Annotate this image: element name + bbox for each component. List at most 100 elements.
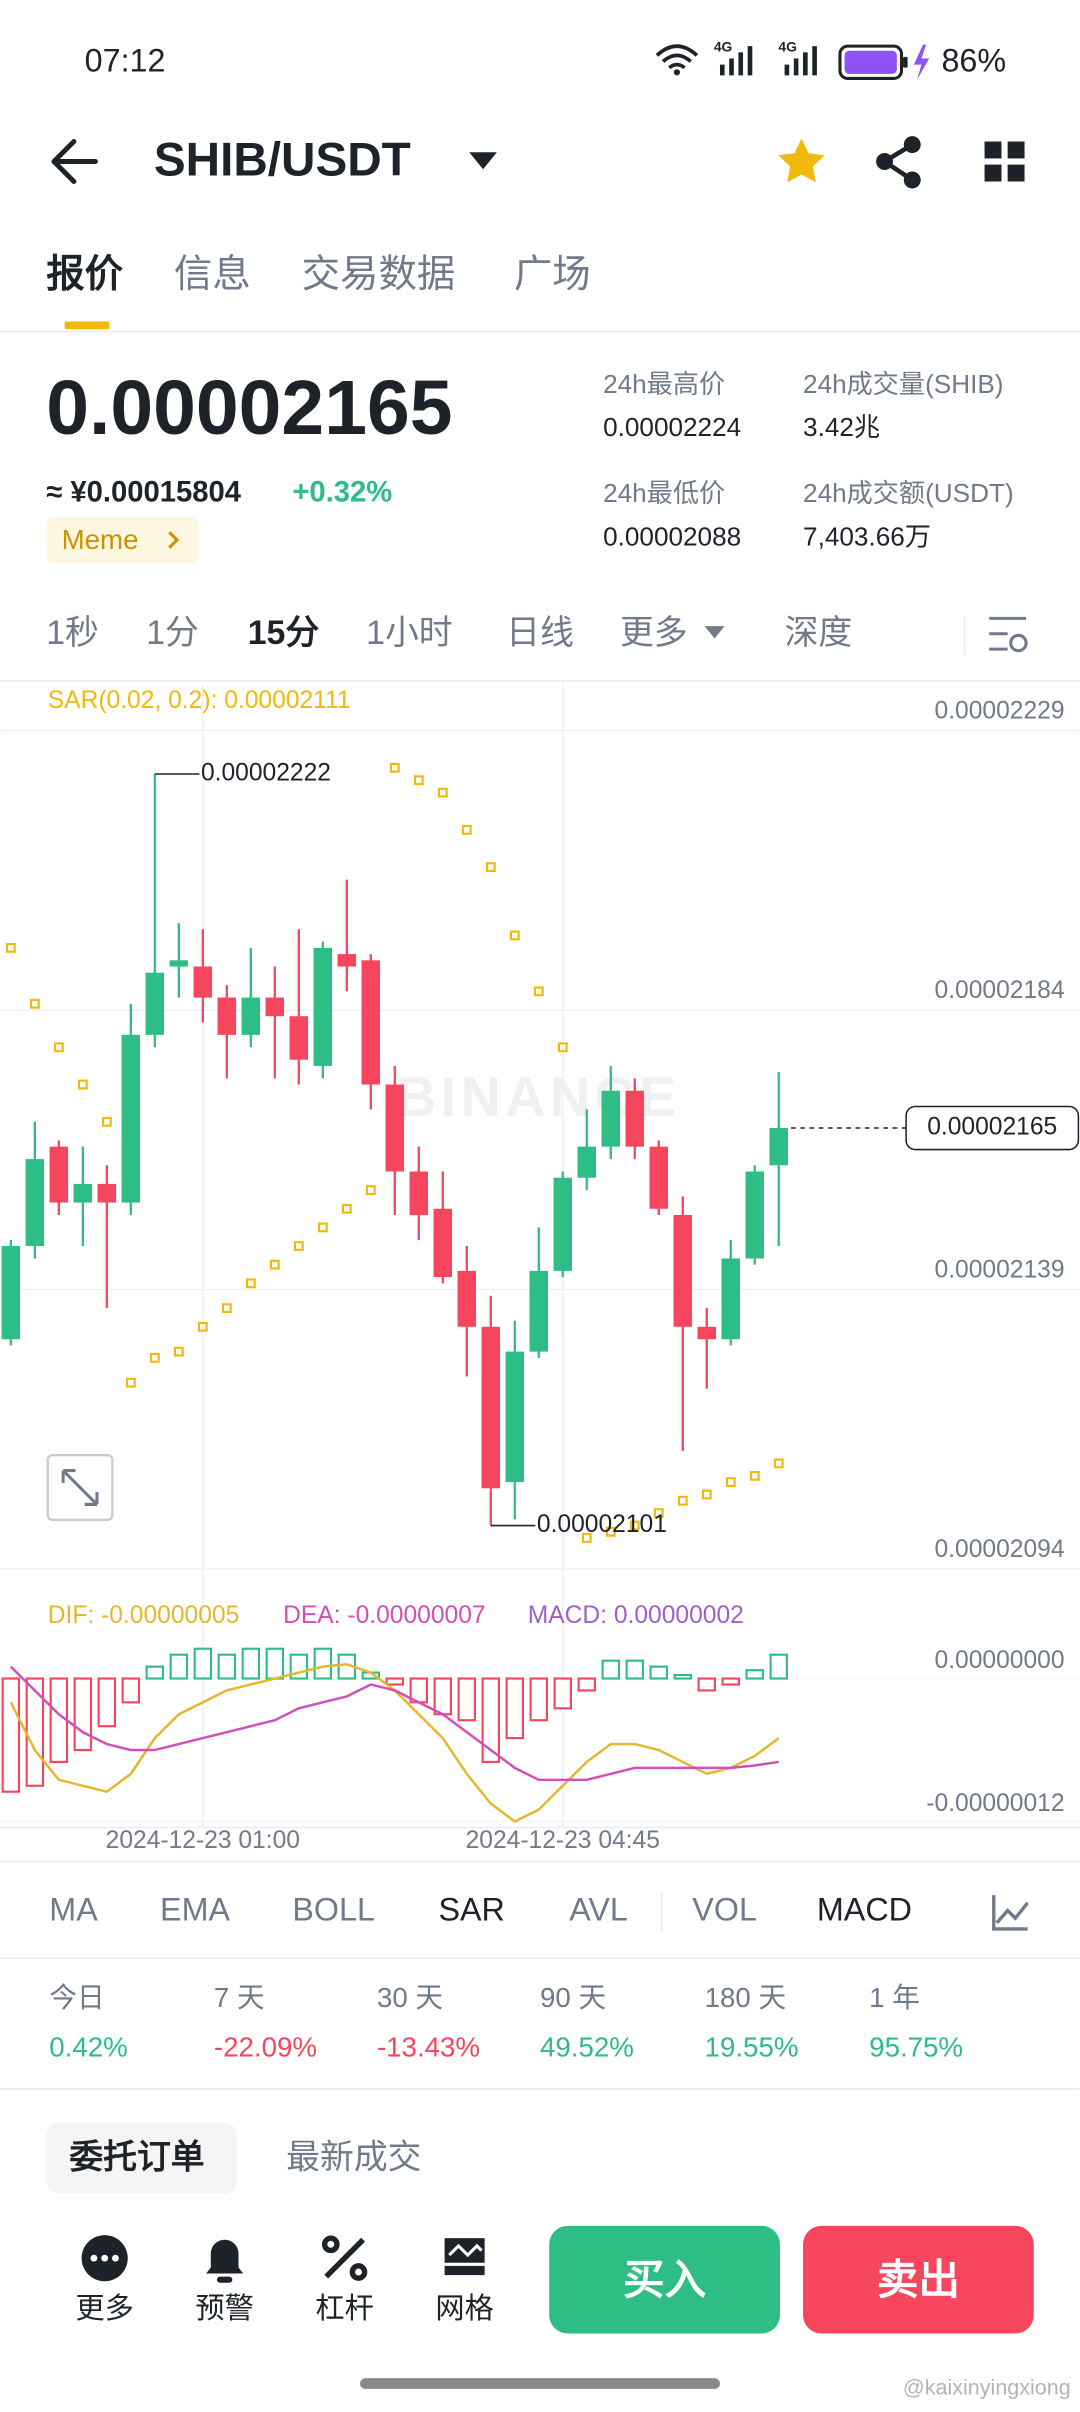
chart-settings[interactable] bbox=[989, 616, 1028, 653]
nav-more[interactable] bbox=[81, 2235, 128, 2282]
indicator[interactable]: SAR bbox=[438, 1892, 504, 1928]
sar-dot bbox=[293, 1241, 304, 1251]
share-button[interactable] bbox=[876, 136, 921, 189]
indicator[interactable]: MA bbox=[49, 1892, 98, 1928]
macd-bar bbox=[121, 1677, 141, 1704]
expand-button[interactable] bbox=[46, 1454, 114, 1521]
sar-dot bbox=[197, 1321, 208, 1332]
macd-bar bbox=[649, 1665, 668, 1680]
candle-body bbox=[217, 997, 237, 1035]
tab[interactable]: 广场 bbox=[514, 253, 591, 296]
candle-body bbox=[49, 1146, 69, 1203]
candle-body bbox=[169, 960, 189, 967]
interval[interactable]: 深度 bbox=[785, 614, 853, 652]
status-icons: 4G 4G bbox=[655, 38, 930, 80]
watermark: @kaixinyingxiong bbox=[903, 2376, 1071, 2400]
buy-button[interactable] bbox=[549, 2225, 780, 2334]
favorite-star[interactable] bbox=[778, 138, 825, 183]
candle-body bbox=[385, 1084, 405, 1172]
sar-dot bbox=[221, 1303, 232, 1314]
macd-bar bbox=[625, 1659, 644, 1680]
macd-bar bbox=[241, 1647, 261, 1680]
y-tick-label: 0.00002229 bbox=[935, 698, 1065, 725]
sell-label[interactable]: 卖出 bbox=[877, 2256, 960, 2303]
indicator[interactable]: BOLL bbox=[292, 1892, 375, 1928]
macd-bar bbox=[601, 1659, 620, 1680]
candle-body bbox=[73, 1183, 93, 1203]
sar-dot bbox=[77, 1079, 88, 1090]
candle-body bbox=[241, 997, 261, 1035]
indicator[interactable]: MACD bbox=[817, 1892, 912, 1928]
macd-bar bbox=[313, 1647, 333, 1680]
candle-body bbox=[601, 1090, 620, 1147]
candle-body bbox=[289, 1016, 309, 1060]
macd-bar bbox=[433, 1677, 453, 1716]
macd-bar bbox=[745, 1669, 764, 1680]
candle-body bbox=[505, 1351, 525, 1483]
macd-bar bbox=[145, 1665, 165, 1680]
tag-chip[interactable] bbox=[46, 516, 199, 564]
interval[interactable]: 1秒 bbox=[46, 614, 99, 652]
macd-bar bbox=[769, 1653, 788, 1680]
indicator[interactable]: EMA bbox=[160, 1892, 230, 1928]
indicator[interactable]: VOL bbox=[692, 1892, 757, 1928]
pair-dropdown[interactable] bbox=[469, 152, 497, 170]
interval[interactable]: 日线 bbox=[506, 614, 574, 652]
nav-label[interactable]: 更多 bbox=[75, 2292, 133, 2325]
nav-label[interactable]: 网格 bbox=[435, 2292, 493, 2325]
perf-label: 今日 bbox=[49, 1982, 104, 2013]
sar-dot bbox=[173, 1346, 184, 1357]
nav-label[interactable]: 杠杆 bbox=[315, 2292, 373, 2325]
nav-alert[interactable] bbox=[206, 2239, 244, 2283]
macd-bar bbox=[97, 1677, 117, 1728]
macd-bar bbox=[169, 1653, 189, 1680]
perf-value: -22.09% bbox=[214, 2031, 317, 2062]
buy-label[interactable]: 买入 bbox=[623, 2256, 706, 2303]
perf-value: 19.55% bbox=[705, 2031, 799, 2062]
sar-dot bbox=[701, 1489, 712, 1500]
candle-body bbox=[769, 1128, 788, 1166]
interval[interactable]: 15分 bbox=[248, 614, 320, 652]
tab[interactable]: 报价 bbox=[46, 253, 123, 296]
nav-leverage[interactable] bbox=[321, 2235, 368, 2281]
nav-label[interactable]: 预警 bbox=[195, 2292, 253, 2325]
interval[interactable]: 1分 bbox=[146, 614, 199, 652]
sell-button[interactable] bbox=[803, 2225, 1034, 2334]
pair-title[interactable]: SHIB/USDT bbox=[154, 134, 411, 187]
candle-body bbox=[409, 1171, 429, 1215]
tab[interactable]: 信息 bbox=[174, 253, 251, 296]
interval[interactable]: 更多 bbox=[620, 614, 688, 652]
y-tick-label: 0.00002139 bbox=[935, 1257, 1065, 1284]
tab[interactable]: 交易数据 bbox=[302, 253, 456, 296]
perf-label: 30 天 bbox=[377, 1982, 443, 2013]
back-button[interactable] bbox=[51, 139, 98, 184]
sar-dot bbox=[413, 775, 424, 786]
sar-dot bbox=[5, 942, 16, 953]
macd-legend: DIF: -0.00000005 bbox=[48, 1602, 240, 1629]
status-time: 07:12 bbox=[85, 43, 166, 79]
price-cny: ≈ ¥0.00015804 bbox=[46, 477, 242, 509]
macd-bar bbox=[265, 1647, 285, 1680]
candle-body bbox=[193, 966, 213, 998]
sar-dot bbox=[461, 824, 472, 835]
sar-dot bbox=[317, 1222, 328, 1233]
nav-grid[interactable] bbox=[444, 2238, 485, 2276]
y-tick-label: 0.00002184 bbox=[935, 977, 1065, 1004]
candle-body bbox=[361, 960, 381, 1085]
interval[interactable]: 1小时 bbox=[366, 614, 452, 652]
indicator[interactable]: AVL bbox=[569, 1892, 628, 1928]
macd-bar bbox=[529, 1677, 548, 1722]
order-tab[interactable]: 最新成交 bbox=[286, 2139, 421, 2177]
candle-body bbox=[145, 972, 165, 1035]
tag-label[interactable]: Meme bbox=[62, 524, 139, 555]
candle-body bbox=[265, 997, 285, 1017]
indicator-settings[interactable] bbox=[992, 1895, 1029, 1931]
macd-bar bbox=[457, 1677, 477, 1722]
candle-body bbox=[25, 1159, 45, 1247]
order-tab-bg[interactable] bbox=[46, 2122, 237, 2194]
perf-label: 180 天 bbox=[705, 1982, 787, 2013]
layout-button[interactable] bbox=[984, 141, 1025, 182]
order-tab[interactable]: 委托订单 bbox=[69, 2139, 204, 2177]
